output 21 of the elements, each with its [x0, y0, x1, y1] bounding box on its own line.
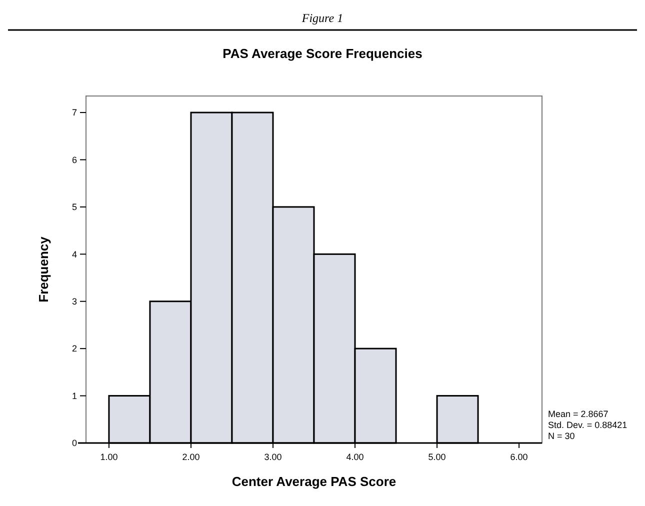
x-axis-title: Center Average PAS Score: [232, 474, 396, 489]
text: Std. Dev. = 0.88421: [548, 420, 628, 430]
x-tick-label: 1.00: [100, 452, 118, 462]
x-tick-label: 5.00: [428, 452, 446, 462]
y-tick-label: 0: [72, 438, 77, 448]
y-tick-label: 6: [72, 154, 77, 165]
text: N = 30: [548, 431, 575, 441]
y-tick-label: 2: [72, 344, 77, 354]
x-tick-label: 3.00: [264, 452, 282, 462]
chart-title: PAS Average Score Frequencies: [222, 46, 422, 61]
x-tick-label: 2.00: [182, 452, 200, 462]
y-tick-label: 4: [72, 249, 77, 260]
x-tick-label: 4.00: [346, 452, 364, 462]
y-tick-label: 7: [72, 108, 77, 118]
y-tick-label: 3: [72, 296, 77, 307]
x-tick-label: 6.00: [510, 452, 528, 462]
text: Mean = 2.8667: [548, 409, 608, 419]
y-tick-label: 1: [72, 390, 77, 401]
caption: Figure 1: [300, 11, 344, 25]
y-axis-title: Frequency: [36, 236, 51, 302]
y-tick-label: 5: [72, 202, 77, 212]
